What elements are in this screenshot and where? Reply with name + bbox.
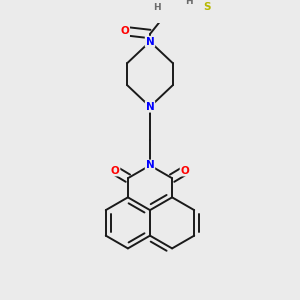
- Text: O: O: [111, 166, 119, 176]
- Text: H: H: [153, 3, 161, 12]
- Text: O: O: [181, 166, 189, 176]
- Text: N: N: [146, 102, 154, 112]
- Text: N: N: [146, 160, 154, 170]
- Text: S: S: [203, 2, 210, 12]
- Text: O: O: [120, 26, 129, 36]
- Text: H: H: [185, 0, 193, 6]
- Text: N: N: [146, 37, 154, 46]
